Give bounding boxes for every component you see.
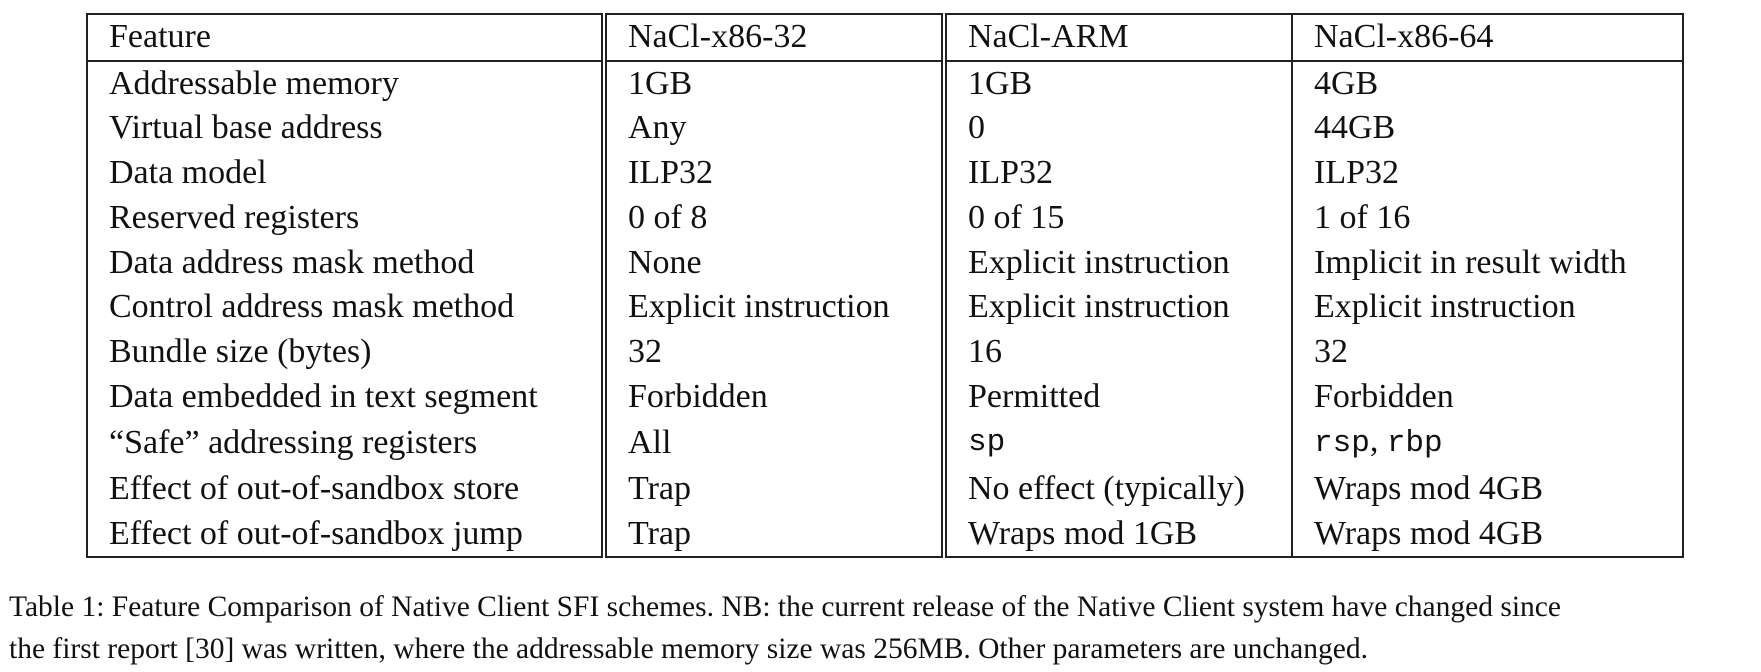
nacl-arm-cell: 0 of 15 (944, 195, 1293, 241)
nacl-x86-32-cell: Trap (604, 467, 947, 512)
nacl-x86-32-cell: ILP32 (604, 151, 947, 196)
table-row: Effect of out-of-sandbox jump Trap Wraps… (87, 511, 1683, 558)
nacl-x86-64-cell: 44GB (1314, 109, 1396, 147)
nacl-x86-32-cell: None (604, 240, 947, 286)
nacl-x86-32-cell: Explicit instruction (604, 285, 947, 330)
table-row: Virtual base address Any 0 44GB (87, 106, 1683, 152)
feature-cell: Data address mask method (87, 240, 607, 286)
nacl-arm-cell: No effect (typically) (944, 467, 1293, 512)
caption-line-2: the first report [30] was written, where… (9, 633, 1368, 665)
table-header-row: Feature NaCl-x86-32 NaCl-ARM NaCl-x86-64 (87, 14, 1683, 62)
nacl-x86-64-cell: Implicit in result width (1314, 243, 1627, 281)
nacl-x86-64-cell: Explicit instruction (1314, 288, 1576, 326)
nacl-arm-cell: Permitted (944, 374, 1293, 420)
nacl-x86-64-cell: Wraps mod 4GB (1314, 514, 1544, 552)
nacl-x86-64-cell: Forbidden (1314, 377, 1454, 415)
nacl-arm-cell: sp (944, 419, 1293, 468)
nacl-arm-cell: 0 (944, 106, 1293, 152)
feature-cell: Data embedded in text segment (87, 374, 607, 420)
table-row: Data address mask method None Explicit i… (87, 240, 1683, 286)
register-separator: , (1369, 422, 1387, 460)
nacl-x86-32-cell: All (604, 419, 947, 468)
table-row: “Safe” addressing registers All sp rsp, … (87, 419, 1683, 468)
column-header-nacl-arm: NaCl-ARM (944, 14, 1293, 62)
nacl-x86-64-cell: 1 of 16 (1314, 198, 1411, 236)
column-header-nacl-x86-32: NaCl-x86-32 (604, 14, 947, 62)
caption-line-1: Table 1: Feature Comparison of Native Cl… (9, 591, 1561, 623)
nacl-x86-32-cell: Forbidden (604, 374, 947, 420)
nacl-x86-64-cell: 4GB (1314, 64, 1379, 102)
nacl-x86-32-cell: Any (604, 106, 947, 152)
table-row: Data model ILP32 ILP32 ILP32 (87, 151, 1683, 196)
table-row: Reserved registers 0 of 8 0 of 15 1 of 1… (87, 195, 1683, 241)
feature-cell: Control address mask method (87, 285, 607, 330)
nacl-arm-cell: 16 (944, 329, 1293, 375)
column-header-feature: Feature (87, 14, 607, 62)
table-row: Data embedded in text segment Forbidden … (87, 374, 1683, 420)
feature-cell: Virtual base address (87, 106, 607, 152)
register-name-rsp: rsp (1314, 426, 1370, 462)
column-header-nacl-x86-64: NaCl-x86-64 (1292, 14, 1683, 62)
table-row: Bundle size (bytes) 32 16 32 (87, 329, 1683, 375)
feature-cell: Data model (87, 151, 607, 196)
feature-cell: Effect of out-of-sandbox jump (87, 511, 607, 558)
table-row: Effect of out-of-sandbox store Trap No e… (87, 467, 1683, 512)
nacl-arm-cell: ILP32 (944, 151, 1293, 196)
feature-cell: Reserved registers (87, 195, 607, 241)
nacl-x86-32-cell: 0 of 8 (604, 195, 947, 241)
nacl-x86-32-cell: Trap (604, 511, 947, 558)
table-row: Control address mask method Explicit ins… (87, 285, 1683, 330)
nacl-arm-cell: Wraps mod 1GB (944, 511, 1293, 558)
feature-cell: “Safe” addressing registers (87, 419, 607, 468)
register-name-rbp: rbp (1386, 426, 1443, 462)
nacl-x86-32-cell: 1GB (604, 60, 947, 107)
nacl-x86-64-cell: 32 (1314, 332, 1348, 370)
nacl-arm-cell: Explicit instruction (944, 240, 1293, 286)
nacl-arm-cell: Explicit instruction (944, 285, 1293, 330)
nacl-x86-64-cell: ILP32 (1314, 154, 1399, 192)
nacl-x86-32-cell: 32 (604, 329, 947, 375)
table-caption: Table 1: Feature Comparison of Native Cl… (9, 586, 1754, 670)
nacl-arm-cell: 1GB (944, 60, 1293, 107)
feature-cell: Addressable memory (87, 60, 607, 107)
feature-cell: Effect of out-of-sandbox store (87, 467, 607, 512)
nacl-x86-64-cell: Wraps mod 4GB (1314, 470, 1544, 508)
nacl-x86-64-cell: rsp, rbp (1292, 419, 1683, 467)
feature-comparison-table: Feature NaCl-x86-32 NaCl-ARM NaCl-x86-64… (86, 13, 1684, 559)
feature-comparison-table-container: Feature NaCl-x86-32 NaCl-ARM NaCl-x86-64… (86, 13, 1684, 559)
table-row: Addressable memory 1GB 1GB 4GB (87, 60, 1683, 107)
feature-cell: Bundle size (bytes) (87, 329, 607, 375)
